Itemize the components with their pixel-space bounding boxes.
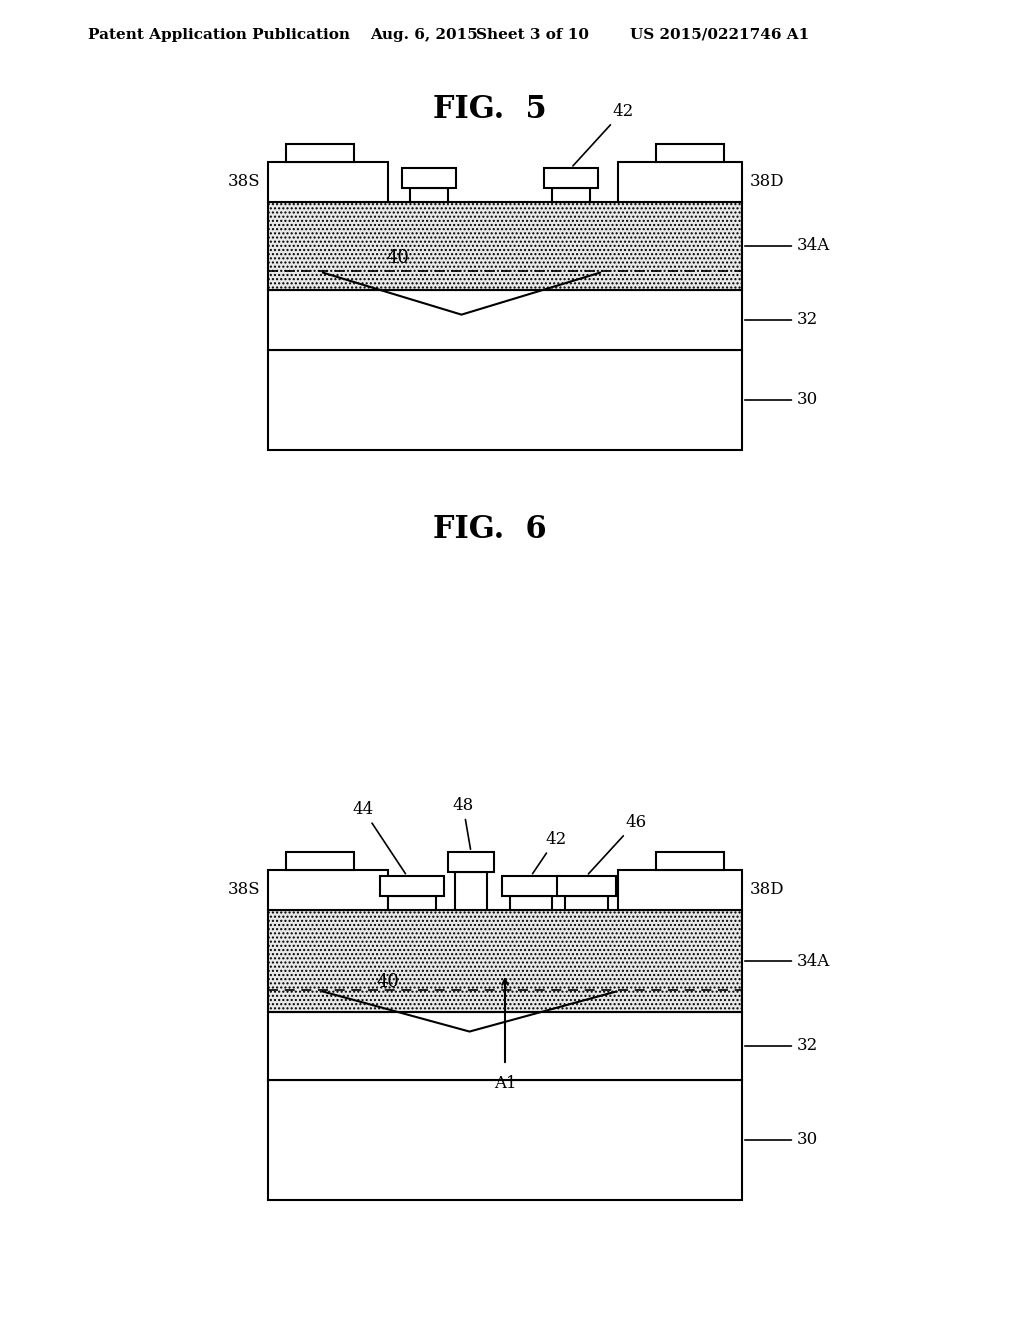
Text: 38D: 38D — [750, 173, 784, 190]
Bar — [268, 870, 388, 909]
Text: 48: 48 — [453, 797, 474, 849]
Text: FIG.  6: FIG. 6 — [433, 515, 547, 545]
Bar — [410, 187, 449, 202]
Bar — [268, 202, 742, 290]
Text: A1: A1 — [494, 1074, 516, 1092]
Bar — [656, 144, 724, 162]
Bar — [449, 851, 494, 873]
Bar — [268, 1012, 742, 1080]
Bar — [286, 851, 354, 870]
Text: FIG.  5: FIG. 5 — [433, 95, 547, 125]
Bar — [402, 168, 456, 187]
Text: 38S: 38S — [227, 173, 260, 190]
Bar — [618, 162, 742, 202]
Text: 40: 40 — [387, 249, 410, 267]
Text: 40: 40 — [377, 973, 399, 991]
Bar — [268, 1080, 742, 1200]
Text: 30: 30 — [744, 1131, 818, 1148]
Bar — [656, 851, 724, 870]
Text: 30: 30 — [744, 392, 818, 408]
Bar — [268, 162, 388, 202]
Bar — [268, 290, 742, 350]
Text: 44: 44 — [352, 801, 406, 874]
Text: Sheet 3 of 10: Sheet 3 of 10 — [476, 28, 589, 42]
Bar — [557, 876, 616, 896]
Bar — [268, 202, 742, 290]
Bar — [455, 873, 487, 909]
Text: 34A: 34A — [744, 238, 830, 255]
Text: Aug. 6, 2015: Aug. 6, 2015 — [370, 28, 478, 42]
Bar — [268, 350, 742, 450]
Bar — [618, 870, 742, 909]
Text: 32: 32 — [744, 1038, 818, 1055]
Bar — [565, 896, 608, 909]
Bar — [552, 187, 590, 202]
Text: 42: 42 — [532, 832, 566, 874]
Text: 38D: 38D — [750, 882, 784, 899]
Text: US 2015/0221746 A1: US 2015/0221746 A1 — [630, 28, 809, 42]
Text: 38S: 38S — [227, 882, 260, 899]
Text: 42: 42 — [572, 103, 633, 166]
Bar — [388, 896, 436, 909]
Bar — [544, 168, 598, 187]
Bar — [380, 876, 444, 896]
Bar — [268, 909, 742, 1012]
Bar — [510, 896, 552, 909]
Text: 32: 32 — [744, 312, 818, 329]
Bar — [268, 909, 742, 1012]
Text: 46: 46 — [589, 814, 646, 874]
Text: 34A: 34A — [744, 953, 830, 969]
Text: Patent Application Publication: Patent Application Publication — [88, 28, 350, 42]
Bar — [286, 144, 354, 162]
Bar — [502, 876, 560, 896]
